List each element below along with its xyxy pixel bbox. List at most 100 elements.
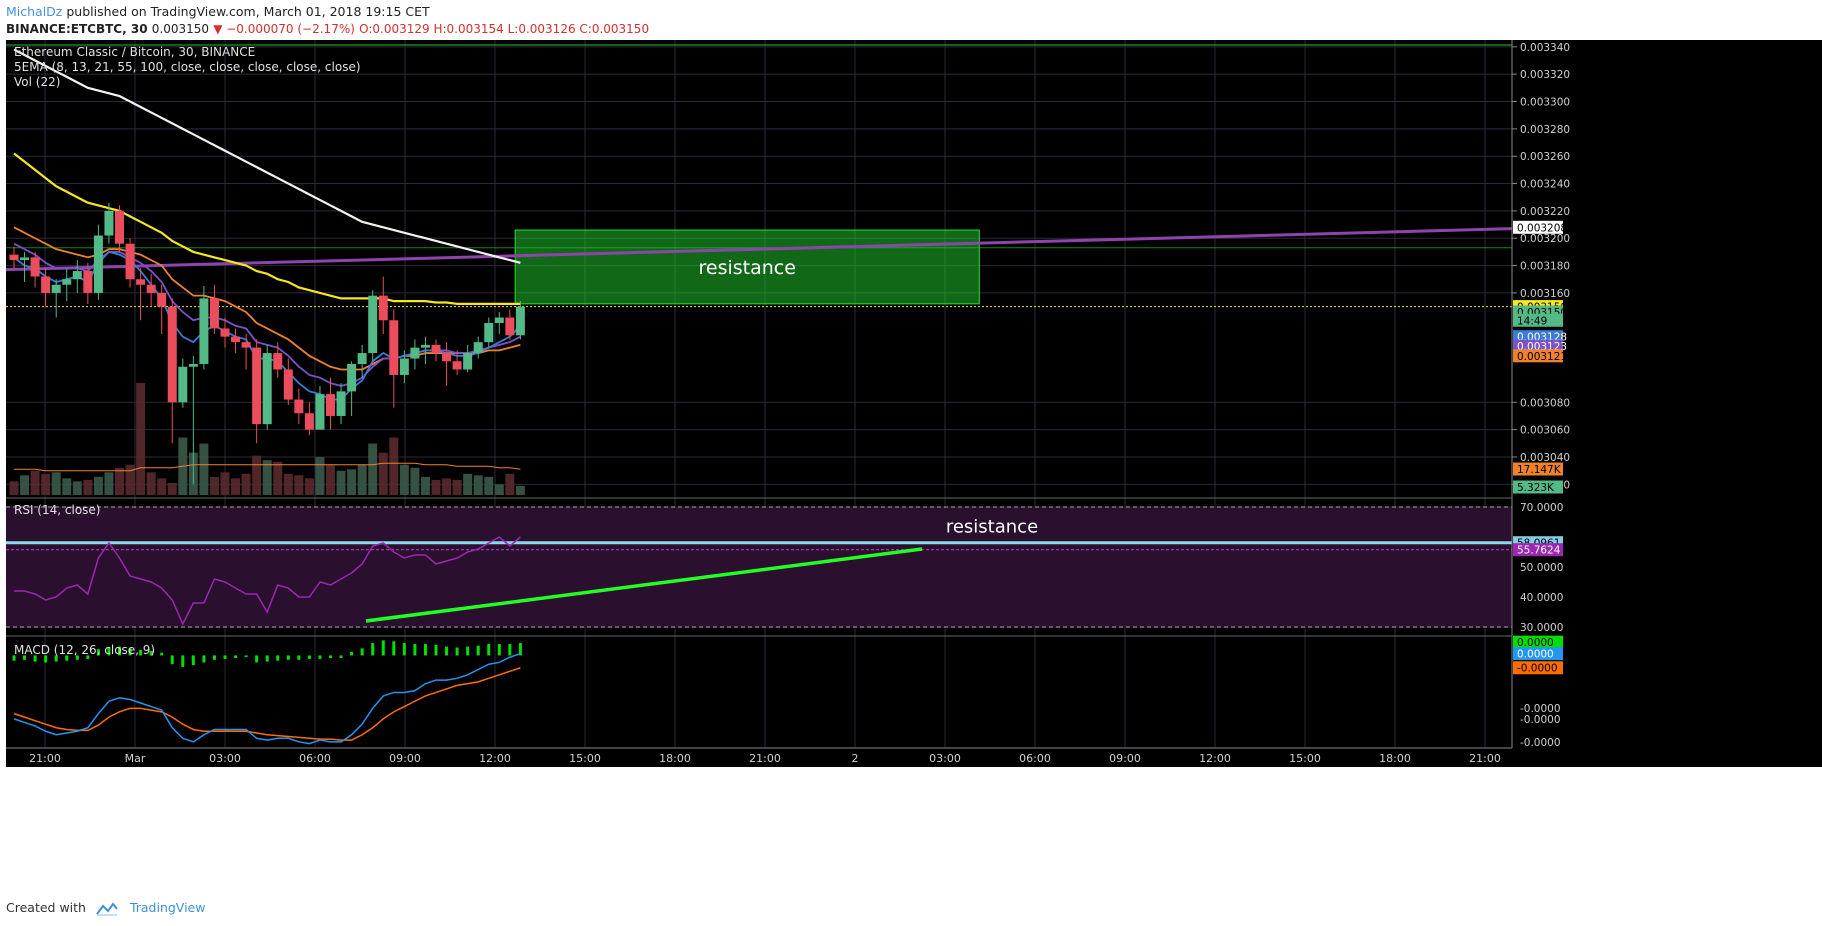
ohlc-values: O:0.003129 H:0.003154 L:0.003126 C:0.003… [359, 22, 650, 36]
candle [136, 268, 146, 321]
macd-hist-bar [518, 643, 522, 656]
macd-tick-label: -0.0000 [1520, 714, 1561, 726]
tradingview-logo-icon [96, 901, 118, 915]
volume-bar [273, 461, 283, 495]
macd-axis-label-bg [1513, 647, 1563, 661]
x-tick-label: 21:00 [1469, 752, 1501, 765]
candle-body [304, 413, 314, 430]
volume-bar [283, 473, 293, 495]
candle [368, 290, 378, 362]
volume-bar [167, 482, 177, 495]
legend-title: Ethereum Classic / Bitcoin, 30, BINANCE [14, 45, 255, 59]
candle-body [146, 284, 156, 293]
volume-bar [463, 473, 473, 495]
macd-hist-bar [423, 643, 427, 656]
resistance-zone [514, 229, 980, 305]
candle-body [399, 358, 409, 375]
candles [9, 202, 525, 485]
x-tick-label: 2 [852, 752, 859, 765]
x-tick-label: 21:00 [749, 752, 781, 765]
macd-hist-bar [339, 655, 343, 659]
price-axis-bg [1512, 40, 1822, 767]
macd-axis-label-bg [1513, 661, 1563, 675]
candle-body [30, 257, 40, 277]
chart-canvas[interactable]: 21:00 Mar 03:00 06:00 09:00 12:00 15:00 18:00 21… [0, 40, 1822, 892]
tradingview-link[interactable]: TradingView [129, 900, 206, 915]
candle [304, 402, 314, 436]
author-link[interactable]: MichalDz [6, 4, 63, 19]
macd-axis-label: 0.0000 [1513, 647, 1563, 661]
x-tick-label: 06:00 [299, 752, 331, 765]
candle [115, 205, 124, 252]
candle-body [199, 298, 209, 365]
volume-bar [326, 464, 335, 495]
legend-macd: MACD (12, 26, close, 9) [14, 643, 155, 657]
candle [83, 262, 93, 304]
candle-body [20, 257, 30, 261]
candle-body [431, 344, 441, 354]
candle [336, 383, 346, 425]
rsi-axis-label-text: 55.7624 [1517, 545, 1561, 557]
macd-hist-bar [297, 655, 301, 660]
macd-hist-bar [487, 643, 491, 656]
candle [347, 361, 357, 416]
macd-hist-bar [191, 655, 195, 666]
candle-body [51, 284, 61, 293]
x-tick-label: 03:00 [929, 752, 961, 765]
y-tick-label: 0.003200 [1520, 233, 1570, 245]
macd-hist-bar [255, 655, 259, 663]
candle [505, 309, 515, 340]
candle [262, 344, 272, 430]
x-tick-label: 15:00 [1289, 752, 1321, 765]
volume-bar [93, 476, 103, 495]
macd-tick-label: -0.0000 [1520, 737, 1561, 749]
rsi-tick-label: 40.0000 [1520, 592, 1563, 604]
macd-hist-bar [12, 655, 16, 661]
candle [157, 284, 167, 334]
macd-hist-bar [75, 655, 79, 660]
candle-body [442, 353, 452, 362]
candle-body [62, 279, 72, 285]
macd-hist-bar [65, 655, 69, 661]
candle-body [505, 317, 515, 336]
ema55-line [13, 152, 521, 305]
candle [442, 342, 452, 386]
candle-body [157, 292, 167, 307]
volume-bar [494, 484, 504, 495]
volume-bar [199, 443, 209, 495]
macd-hist-bar [455, 647, 459, 656]
price-axis-label-bg [1513, 220, 1563, 234]
macd-hist-bar [212, 655, 216, 660]
y-tick-label: 0.003240 [1520, 179, 1570, 191]
candle [41, 268, 51, 307]
legend-rsi: RSI (14, close) [14, 503, 100, 517]
volume-bar [515, 485, 525, 495]
macd-hist-bar [497, 643, 501, 656]
macd-hist-bar [244, 655, 248, 658]
macd-axis-label: 0.0000 [1513, 635, 1563, 649]
volume-axis-label-bg [1513, 462, 1563, 476]
volume-bar [399, 464, 409, 495]
candle [410, 339, 420, 370]
time-axis-bg [6, 748, 1512, 767]
candle-body [378, 295, 388, 321]
candle [420, 336, 430, 365]
price-axis-label-bg [1513, 349, 1563, 363]
y-tick-label: 0.003040 [1520, 452, 1570, 464]
macd-line [13, 652, 521, 745]
candle-body [420, 344, 430, 348]
rsi-tick-label: 70.0000 [1520, 502, 1563, 514]
candle-body [93, 235, 103, 293]
candle-body [515, 306, 525, 336]
candle [294, 388, 304, 425]
candle [494, 312, 504, 334]
publish-text: published on TradingView.com, March 01, … [66, 4, 430, 19]
candle [473, 336, 483, 359]
volume-bar [220, 472, 230, 495]
macd-hist-bar [381, 640, 385, 656]
y-tick-label: 0.003260 [1520, 151, 1570, 163]
candle [431, 339, 441, 362]
macd-signal-line [13, 667, 521, 741]
candle [72, 260, 82, 293]
x-tick-label: Mar [125, 752, 146, 765]
